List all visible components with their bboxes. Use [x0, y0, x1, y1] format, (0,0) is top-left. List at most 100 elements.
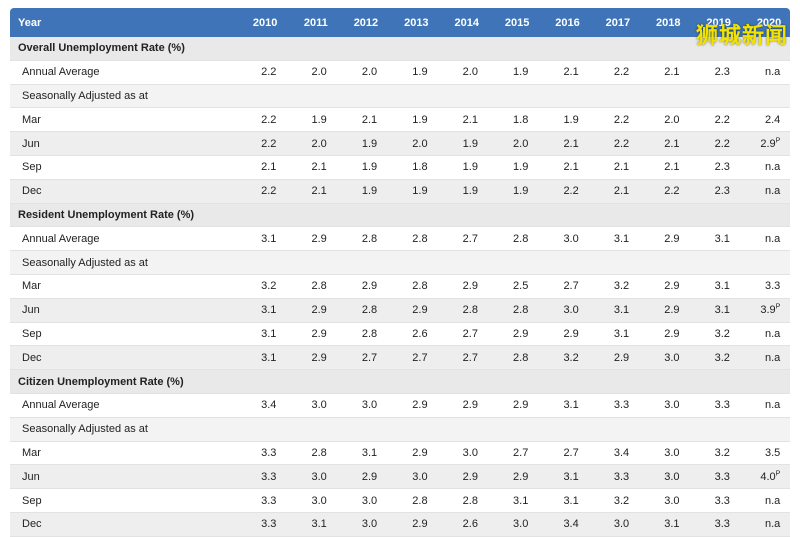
- value-text: 3.0: [664, 399, 680, 412]
- value-cell: 2.2: [588, 131, 640, 156]
- value-text: 2.8: [412, 280, 428, 293]
- value-cell: 2.8: [387, 226, 438, 252]
- value-cell: 3.4: [588, 441, 640, 466]
- value-text: 3.4: [613, 446, 630, 459]
- value-text: 2.9: [361, 470, 378, 483]
- value-cell: 2.9: [639, 298, 690, 323]
- value-cell: 2.1: [639, 60, 690, 85]
- value-text: 2.8: [311, 446, 327, 459]
- table-row: Sep 3.1 2.9 2.8 2.6 2.7 2.9 2.9 3.1 2.9 3.2 n.a: [10, 322, 791, 347]
- row-label: Annual Average: [10, 60, 236, 85]
- value-text: 3.1: [311, 518, 327, 531]
- value-cell: 2.9: [437, 274, 488, 299]
- value-cell: 2.3: [689, 60, 740, 85]
- value-text: 2.1: [261, 161, 277, 174]
- value-text: n.a: [765, 399, 781, 412]
- seasonally-adjusted-subheader-row: Seasonally Adjusted as at: [10, 250, 791, 275]
- value-cell: 2.9: [437, 464, 488, 490]
- value-text: 3.0: [311, 494, 327, 507]
- value-text: 3.1: [261, 351, 277, 364]
- value-text: 2.1: [664, 137, 680, 150]
- section-header-row: Overall Unemployment Rate (%): [10, 37, 791, 61]
- value-text: 2.1: [361, 113, 378, 126]
- value-text: 3.1: [714, 280, 730, 293]
- value-text: 3.0: [513, 518, 529, 531]
- value-text: 2.2: [261, 113, 277, 126]
- value-text: 2.9: [412, 304, 428, 317]
- value-text: 1.9: [513, 161, 529, 174]
- year-header-2018: 2018: [639, 8, 690, 37]
- value-cell: 3.3: [236, 464, 287, 490]
- row-label: Dec: [10, 345, 236, 371]
- value-text: n.a: [765, 66, 781, 79]
- value-text: 2.8: [462, 304, 478, 317]
- value-text: 3.0: [664, 351, 680, 364]
- value-text: 3.9: [760, 304, 776, 317]
- table-row: Jun 3.1 2.9 2.8 2.9 2.8 2.8 3.0 3.1 2.9 3.1 3.9P: [10, 298, 791, 323]
- value-cell: 2.9: [487, 464, 539, 490]
- value-text: n.a: [765, 161, 781, 174]
- value-text: 1.9: [462, 137, 478, 150]
- value-text: 3.1: [261, 327, 277, 340]
- value-cell: 2.1: [588, 155, 640, 180]
- value-cell: 3.1: [538, 393, 589, 418]
- value-cell: n.a: [739, 322, 791, 347]
- watermark-logo: 狮城新闻: [695, 24, 788, 49]
- table-header: Year 2010 2011 2012 2013 2014 2015 2016 2017 201…: [10, 8, 791, 37]
- value-text: 4.0: [760, 470, 776, 483]
- preliminary-marker: P: [775, 470, 781, 478]
- value-cell: 1.9: [538, 107, 589, 133]
- value-text: 3.4: [563, 518, 579, 531]
- value-cell: 3.1: [689, 274, 740, 299]
- value-text: 3.0: [311, 470, 327, 483]
- value-text: n.a: [765, 494, 781, 507]
- value-text: n.a: [765, 351, 781, 364]
- row-label: Sep: [10, 322, 236, 347]
- value-cell: 3.0: [336, 393, 388, 418]
- table-row: Mar 2.2 1.9 2.1 1.9 2.1 1.8 1.9 2.2 2.0 2.2 2.4: [10, 107, 791, 133]
- table-row: Sep 2.1 2.1 1.9 1.8 1.9 1.9 2.1 2.1 2.1 2.3 n.a: [10, 155, 791, 180]
- value-text: 2.2: [613, 137, 630, 150]
- table-row: Mar 3.3 2.8 3.1 2.9 3.0 2.7 2.7 3.4 3.0 3.2 3.5: [10, 441, 791, 466]
- value-cell: 1.9: [336, 155, 388, 180]
- annual-average-row: Annual Average 3.4 3.0 3.0 2.9 2.9 2.9 3.1 3.3 3.…: [10, 393, 791, 418]
- value-text: 3.1: [613, 304, 630, 317]
- annual-average-row: Annual Average 3.1 2.9 2.8 2.8 2.7 2.8 3.0 3.1 2.…: [10, 226, 791, 252]
- value-text: 2.9: [664, 280, 680, 293]
- value-cell: 3.0: [286, 488, 337, 513]
- value-text: 2.1: [462, 113, 478, 126]
- value-cell: 3.4: [236, 393, 287, 418]
- value-text: 3.2: [261, 280, 277, 293]
- value-cell: n.a: [739, 488, 791, 513]
- value-text: 2.9: [664, 327, 680, 340]
- value-text: 2.7: [462, 232, 478, 245]
- value-text: n.a: [765, 327, 781, 340]
- value-cell: 3.1: [236, 226, 287, 252]
- value-text: 3.0: [563, 304, 579, 317]
- value-text: 3.0: [462, 446, 478, 459]
- value-text: 2.1: [563, 161, 579, 174]
- value-text: 3.0: [664, 446, 680, 459]
- value-text: 3.1: [563, 494, 579, 507]
- value-cell: 3.0: [538, 298, 589, 323]
- row-label: Jun: [10, 131, 236, 156]
- value-cell: 3.3: [236, 488, 287, 513]
- subheader-label: Seasonally Adjusted as at: [10, 417, 791, 442]
- value-cell: 2.7: [487, 441, 539, 466]
- value-cell: 2.7: [538, 274, 589, 299]
- value-cell: 2.8: [437, 298, 488, 323]
- value-cell: 2.4: [739, 107, 791, 133]
- value-cell: 2.7: [437, 345, 488, 371]
- table-row: Dec 2.2 2.1 1.9 1.9 1.9 1.9 2.2 2.1 2.2 2.3 n.a: [10, 179, 791, 204]
- value-text: 3.1: [613, 327, 630, 340]
- value-text: 2.9: [361, 280, 378, 293]
- year-header-2020: 2020: [739, 8, 791, 37]
- value-cell: 2.2: [236, 107, 287, 133]
- value-cell: 2.3: [689, 179, 740, 204]
- value-cell: 1.9: [437, 131, 488, 156]
- value-cell: 3.3: [689, 464, 740, 490]
- value-cell: 1.9: [487, 155, 539, 180]
- value-text: 2.4: [765, 113, 781, 126]
- value-text: n.a: [765, 185, 781, 198]
- value-cell: 2.9: [286, 322, 337, 347]
